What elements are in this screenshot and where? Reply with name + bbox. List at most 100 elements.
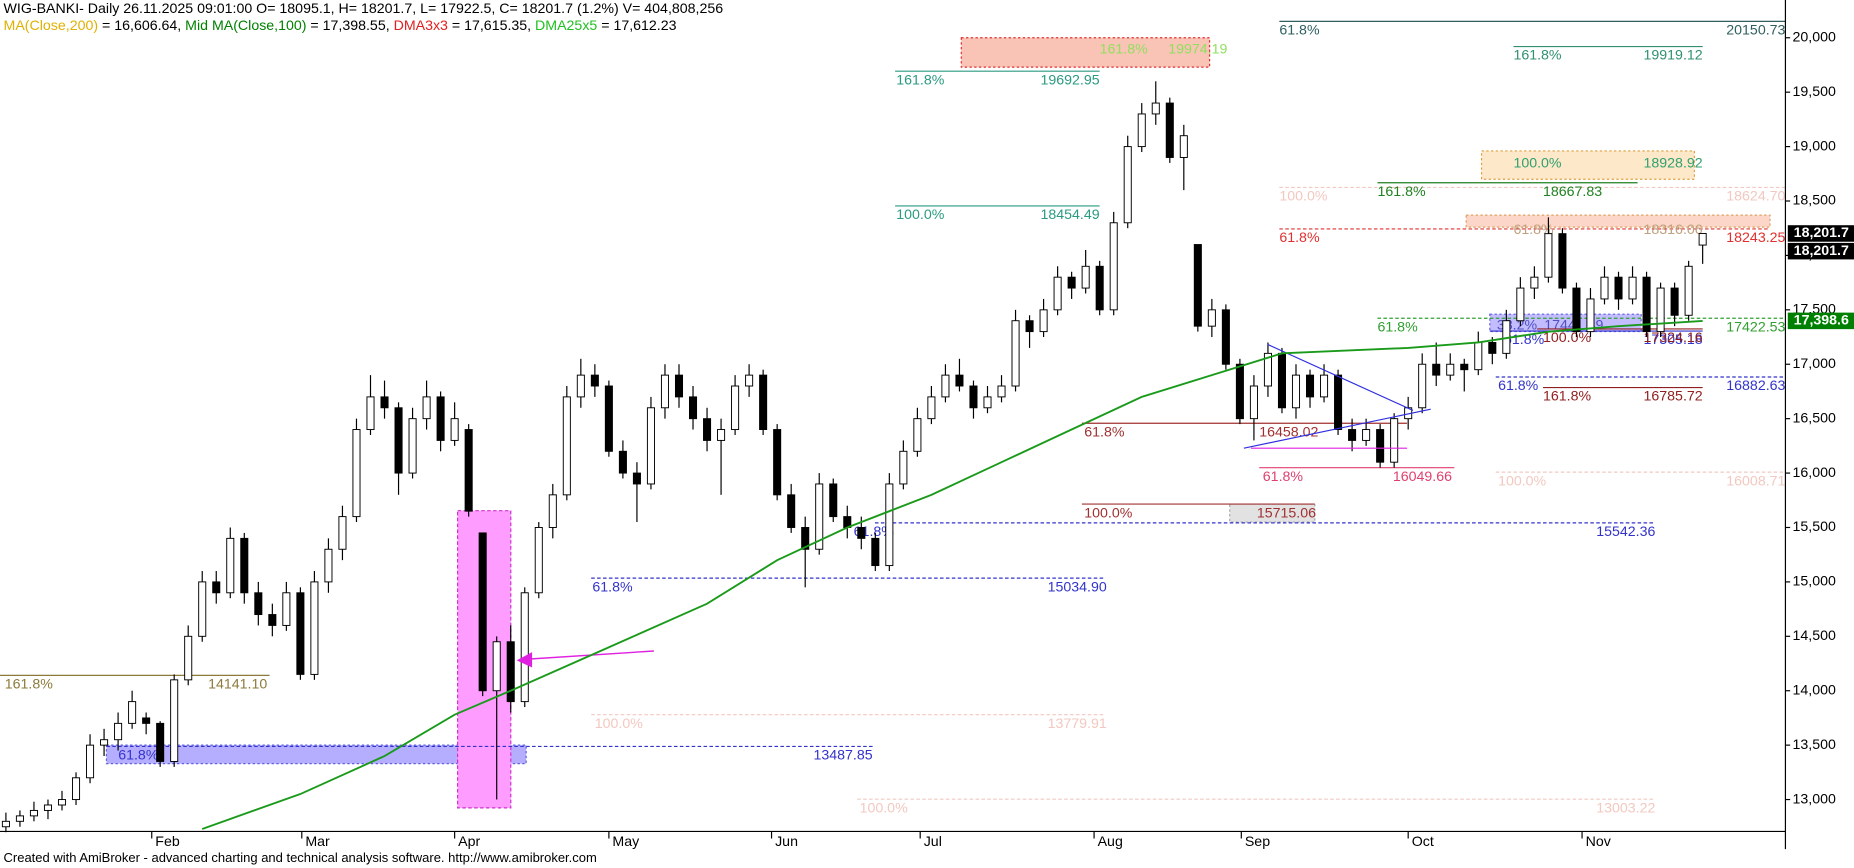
x-tick-label: Apr — [458, 834, 480, 850]
candle-body — [1600, 276, 1609, 300]
candle-body — [1670, 287, 1679, 316]
candle-body — [43, 804, 53, 811]
level-price: 13779.91 — [1048, 716, 1107, 732]
price-tag — [1787, 225, 1854, 242]
candle-body — [927, 396, 936, 420]
level-price: 19919.12 — [1644, 48, 1703, 64]
candle-body — [1362, 429, 1371, 441]
level-pct: 161.8% — [1100, 42, 1148, 58]
x-tick-label: May — [612, 834, 640, 850]
candle-body — [787, 494, 796, 528]
candle-body — [1011, 320, 1020, 387]
candle-body — [436, 396, 445, 441]
candle-body — [983, 396, 992, 409]
candle-body — [1, 820, 10, 828]
level-pct: 161.8% — [896, 72, 944, 88]
candle-body — [534, 527, 543, 594]
y-tick-label: 13,500 — [1793, 737, 1836, 753]
candle-body — [15, 815, 24, 822]
candle-body — [226, 537, 235, 594]
level-box — [105, 744, 527, 765]
candle-body — [1432, 363, 1441, 376]
candle-body — [1474, 342, 1483, 371]
candle-body — [492, 641, 501, 692]
level-pct: 61.8% — [1498, 378, 1539, 394]
x-tick-label: Aug — [1098, 834, 1123, 850]
legend-item: = 16,606.64, — [98, 18, 185, 34]
legend-item: MA(Close,200) — [4, 18, 99, 34]
candle-body — [1488, 342, 1497, 354]
level-pct: 100.0% — [896, 207, 944, 223]
candle-body — [240, 537, 249, 594]
level-pct: 61.8% — [592, 579, 633, 595]
candle-body — [674, 374, 684, 398]
candle-body — [913, 418, 922, 452]
candle-body — [394, 407, 403, 474]
candle-body — [1109, 222, 1118, 311]
candle-body — [618, 450, 627, 474]
y-tick-label: 14,500 — [1793, 628, 1836, 644]
level-pct: 61.8% — [1513, 222, 1554, 238]
x-tick-label: Sep — [1245, 834, 1270, 850]
candle-body — [829, 483, 838, 518]
level-pct: 100.0% — [860, 800, 908, 816]
candle-body — [731, 385, 740, 431]
candle-body — [310, 581, 319, 675]
candle-body — [815, 483, 824, 550]
level-pct: 100.0% — [1498, 473, 1546, 489]
level-pct: 61.8% — [1263, 469, 1304, 485]
candle-body — [1586, 298, 1595, 333]
candle-body — [1656, 287, 1665, 333]
candle-body — [520, 592, 529, 703]
candle-body — [128, 701, 137, 724]
candle-body — [1418, 363, 1427, 409]
trend-line — [1267, 343, 1414, 411]
candle-body — [296, 592, 305, 675]
level-price: 16458.02 — [1259, 424, 1318, 440]
y-tick-label: 16,000 — [1793, 465, 1836, 481]
level-price: 19692.95 — [1041, 72, 1100, 88]
candle-body — [324, 548, 333, 583]
candle-body — [184, 635, 193, 681]
candle-body — [57, 799, 67, 806]
candle-body — [1446, 363, 1455, 376]
candle-body — [660, 374, 669, 409]
level-price: 17305.18 — [1644, 332, 1703, 348]
level-price: 16049.66 — [1393, 469, 1452, 485]
x-tick-label: Mar — [305, 834, 330, 850]
level-price: 13487.85 — [813, 748, 872, 764]
candle-body — [1123, 146, 1132, 224]
candle-body — [422, 396, 431, 420]
candle-body — [1235, 363, 1244, 420]
legend-item: = 17,398.55, — [307, 18, 394, 34]
candle-body — [646, 407, 655, 485]
candle-body — [450, 418, 459, 441]
level-price: 18243.25 — [1726, 230, 1785, 246]
candle-body — [1025, 320, 1034, 333]
candle-body — [478, 532, 487, 692]
level-price: 15715.06 — [1257, 505, 1316, 521]
candle-body — [1544, 233, 1553, 278]
candle-body — [1684, 265, 1693, 316]
candle-body — [1039, 309, 1048, 333]
level-pct: 100.0% — [1513, 156, 1561, 172]
candle-body — [1376, 429, 1385, 463]
level-price: 16882.63 — [1726, 378, 1785, 394]
candle-body — [1081, 265, 1090, 289]
candle-body — [114, 722, 123, 741]
candle-body — [170, 679, 179, 762]
x-tick-label: Feb — [155, 834, 180, 850]
candle-body — [1137, 113, 1146, 148]
candle-body — [72, 777, 81, 801]
level-pct: 61.8% — [1279, 230, 1320, 246]
candle-body — [1558, 233, 1567, 289]
level-price: 17422.53 — [1726, 319, 1785, 335]
candle-body — [506, 641, 515, 703]
level-pct: 61.8% — [118, 748, 159, 764]
candle-body — [86, 744, 95, 779]
candle-body — [955, 374, 964, 387]
candle-body — [1320, 374, 1329, 398]
candle-body — [773, 429, 782, 496]
candle-body — [100, 739, 109, 746]
y-tick-label: 14,000 — [1793, 682, 1836, 698]
